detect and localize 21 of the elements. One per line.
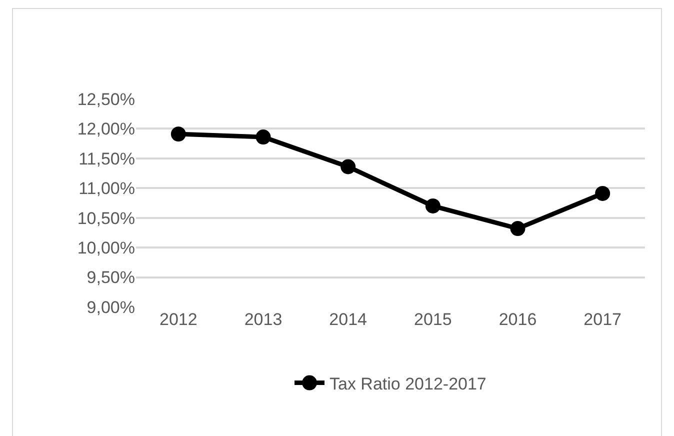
point — [340, 159, 356, 174]
y-tick-label: 9,00% — [86, 298, 135, 317]
x-tick-label: 2013 — [244, 310, 282, 329]
point — [170, 126, 186, 142]
y-tick-label: 12,00% — [77, 120, 135, 139]
x-tick-label: 2012 — [160, 310, 198, 329]
y-tick-label: 12,50% — [77, 90, 135, 109]
y-tick-label: 11,50% — [78, 149, 135, 168]
y-tick-label: 10,00% — [77, 238, 135, 258]
point — [256, 130, 271, 145]
y-tick-label: 9,50% — [86, 268, 135, 288]
point — [510, 221, 526, 236]
legend-label: Tax Ratio 2012-2017 — [330, 374, 486, 394]
x-tick-label: 2017 — [584, 310, 622, 329]
y-tick-label: 11,00% — [78, 179, 135, 198]
x-tick-label: 2014 — [329, 310, 367, 329]
x-tick-label: 2015 — [414, 310, 452, 329]
y-tick-label: 10,50% — [77, 208, 135, 228]
point — [595, 186, 610, 201]
x-tick-label: 2016 — [498, 310, 537, 329]
point — [425, 198, 440, 214]
